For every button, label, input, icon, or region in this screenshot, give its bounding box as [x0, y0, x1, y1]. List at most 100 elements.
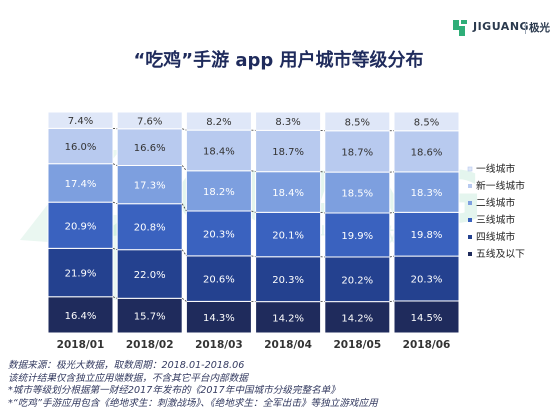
bar-segment — [47, 127, 114, 165]
connector-line — [251, 170, 256, 173]
x-tick-label: 2018/02 — [126, 339, 174, 351]
data-label: 8.5% — [345, 117, 370, 128]
legend-label: 新一线城市 — [476, 179, 525, 192]
data-label: 18.4% — [203, 146, 235, 157]
chart-title: “吃鸡”手游 app 用户城市等级分布 — [133, 50, 424, 71]
legend-label: 五线及以下 — [476, 247, 525, 260]
data-label: 15.7% — [134, 312, 166, 323]
footnotes: 数据来源：极光大数据，取数周期：2018.01-2018.06 该统计结果仅含独… — [8, 360, 553, 410]
data-label: 7.4% — [68, 116, 93, 127]
data-label: 20.3% — [272, 275, 304, 286]
connector-line — [112, 163, 118, 166]
data-label: 19.9% — [341, 231, 373, 242]
bar-segment — [324, 301, 391, 334]
bar-segment — [393, 111, 460, 132]
bar-segment — [393, 255, 460, 302]
connector-line — [112, 296, 118, 299]
data-label: 8.3% — [275, 117, 300, 128]
bar-segment — [393, 300, 460, 334]
legend-label: 二线城市 — [476, 196, 515, 209]
data-label: 18.7% — [272, 147, 304, 158]
logo-text: JIGUANG — [473, 20, 530, 33]
bar-segment — [255, 129, 322, 173]
bar-segment — [324, 256, 391, 303]
data-label: 18.6% — [411, 147, 443, 158]
logo-chinese-text: 极光 — [529, 22, 550, 34]
jiguang-logo-icon — [453, 20, 467, 36]
data-label: 14.2% — [341, 313, 373, 324]
bar-segment — [47, 296, 114, 334]
connector-line — [112, 247, 118, 251]
legend-swatch — [468, 252, 472, 256]
data-label: 17.3% — [134, 181, 166, 192]
data-label: 18.3% — [411, 188, 443, 199]
jiguang-logo: JIGUANG 极光 — [451, 18, 551, 40]
note-data-source: 数据来源：极光大数据，取数周期：2018.01-2018.06 — [8, 360, 245, 371]
legend-swatch — [468, 218, 472, 222]
connector-line — [320, 211, 325, 214]
logo-divider — [525, 22, 526, 34]
connector-line — [181, 249, 187, 257]
connector-line — [389, 300, 395, 303]
data-label: 18.4% — [272, 188, 304, 199]
data-label: 20.9% — [65, 221, 97, 232]
bar-segment — [185, 255, 252, 302]
connector-line — [181, 165, 187, 172]
connector-line — [389, 211, 395, 214]
bar-segment — [185, 210, 252, 257]
data-label: 20.2% — [341, 275, 373, 286]
data-label: 20.8% — [134, 223, 166, 234]
connector-line — [112, 201, 118, 205]
bar-segment — [324, 111, 391, 132]
bar-segment — [255, 111, 322, 131]
data-label: 21.9% — [65, 269, 97, 280]
data-label: 14.2% — [272, 313, 304, 324]
connector-line — [251, 210, 256, 213]
data-label: 16.4% — [65, 311, 97, 322]
legend-swatch — [468, 235, 472, 239]
data-label: 18.7% — [341, 147, 373, 158]
connector-line — [181, 297, 187, 302]
data-label: 19.8% — [411, 230, 443, 241]
bar-segment — [185, 129, 252, 172]
bar-segment — [324, 212, 391, 258]
data-label: 17.4% — [65, 179, 97, 190]
data-label: 22.0% — [134, 270, 166, 281]
x-tick-label: 2018/05 — [333, 339, 381, 351]
legend-label: 四线城市 — [476, 230, 515, 243]
bar-segment — [185, 111, 252, 131]
connector-line — [251, 255, 256, 258]
data-label: 14.5% — [411, 313, 443, 324]
bar-segment — [116, 203, 183, 251]
x-tick-label: 2018/03 — [195, 339, 243, 351]
data-label: 18.5% — [341, 189, 373, 200]
note-game-apps: *“吃鸡”手游应用包含《绝地求生：刺激战场》、《绝地求生：全军出击》等独立游戏应… — [8, 397, 378, 409]
bar-segment — [116, 111, 183, 130]
legend-label: 三线城市 — [476, 213, 515, 226]
data-label: 8.2% — [206, 117, 231, 128]
bar-segment — [255, 211, 322, 258]
legend-swatch — [468, 201, 472, 205]
x-tick-label: 2018/04 — [264, 339, 312, 351]
data-label: 20.3% — [203, 229, 235, 240]
data-label: 8.5% — [414, 117, 439, 128]
data-label: 16.6% — [134, 143, 166, 154]
data-label: 20.1% — [272, 231, 304, 242]
data-label: 7.6% — [137, 116, 162, 127]
bar-segment — [185, 300, 252, 334]
note-scope: 该统计结果仅含独立应用端数据，不含其它平台内部数据 — [8, 372, 248, 384]
data-label: 20.3% — [411, 275, 443, 286]
data-label: 14.3% — [203, 313, 235, 324]
bar-segment — [185, 170, 252, 212]
legend-swatch — [468, 184, 472, 188]
x-tick-label: 2018/06 — [403, 339, 451, 351]
data-label: 18.2% — [203, 187, 235, 198]
connector-line — [181, 203, 187, 212]
bar-segment — [255, 256, 322, 303]
data-label: 20.6% — [203, 275, 235, 286]
bar-segment — [116, 249, 183, 299]
bar-segment — [47, 201, 114, 249]
bar-segment — [47, 111, 114, 129]
legend-swatch — [467, 166, 473, 172]
